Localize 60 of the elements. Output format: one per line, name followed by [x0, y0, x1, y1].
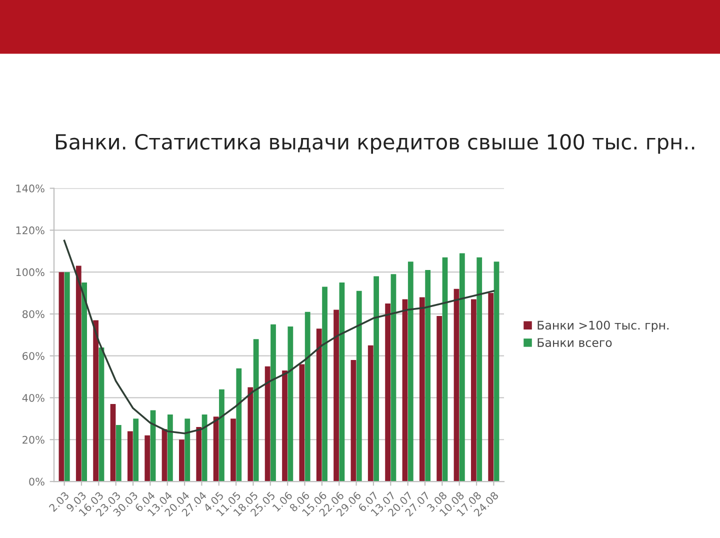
bar	[454, 288, 460, 482]
bar	[270, 324, 276, 482]
bar	[304, 312, 310, 482]
bar	[179, 440, 184, 482]
bar	[127, 431, 133, 482]
legend-label: Банки всего	[538, 338, 612, 347]
bar	[98, 347, 104, 482]
bar	[282, 370, 288, 482]
bar	[470, 299, 476, 482]
bar	[316, 328, 322, 482]
bar	[385, 303, 390, 482]
bar	[368, 345, 374, 482]
bar	[408, 262, 414, 482]
bar	[76, 266, 82, 482]
bar	[230, 418, 236, 482]
bar	[219, 389, 224, 482]
bar	[184, 418, 190, 482]
bar	[476, 257, 482, 482]
y-tick-label: 60%	[22, 352, 44, 360]
bar	[196, 427, 202, 482]
y-tick-label: 80%	[22, 310, 44, 318]
chart-title: Банки. Статистика выдачи кредитов свыше 100 тыс. грн..	[56, 134, 694, 154]
y-tick-label: 40%	[22, 394, 44, 402]
bar	[133, 418, 139, 482]
bar	[419, 297, 425, 482]
bar	[390, 274, 396, 482]
bar	[322, 286, 328, 482]
bar	[494, 262, 500, 482]
bar	[459, 253, 465, 482]
bar	[299, 364, 305, 482]
bar	[288, 326, 294, 482]
bar	[442, 257, 448, 482]
bar	[334, 310, 339, 482]
y-tick-label: 20%	[22, 436, 44, 444]
y-tick-label: 120%	[16, 226, 44, 234]
bar	[116, 424, 122, 482]
bar	[436, 316, 442, 482]
bar	[356, 290, 362, 482]
bar	[350, 360, 356, 482]
line-series	[63, 240, 495, 434]
y-tick-label: 140%	[16, 184, 44, 192]
bar	[488, 293, 494, 482]
y-tick-label: 100%	[16, 268, 44, 276]
legend-label: Банки >100 тыс. грн.	[538, 320, 668, 332]
bar	[82, 282, 88, 482]
bar	[339, 282, 345, 482]
bar	[168, 414, 173, 482]
bar	[402, 299, 408, 482]
bar	[425, 270, 431, 482]
bar	[374, 276, 379, 482]
bar	[110, 404, 116, 482]
bar	[236, 368, 242, 482]
bar	[93, 320, 99, 482]
bar	[253, 339, 259, 482]
bar	[264, 366, 270, 482]
bar	[144, 435, 150, 482]
bar	[64, 272, 70, 482]
bar	[248, 387, 254, 482]
bar	[58, 272, 64, 482]
y-tick-label: 0%	[29, 478, 44, 486]
